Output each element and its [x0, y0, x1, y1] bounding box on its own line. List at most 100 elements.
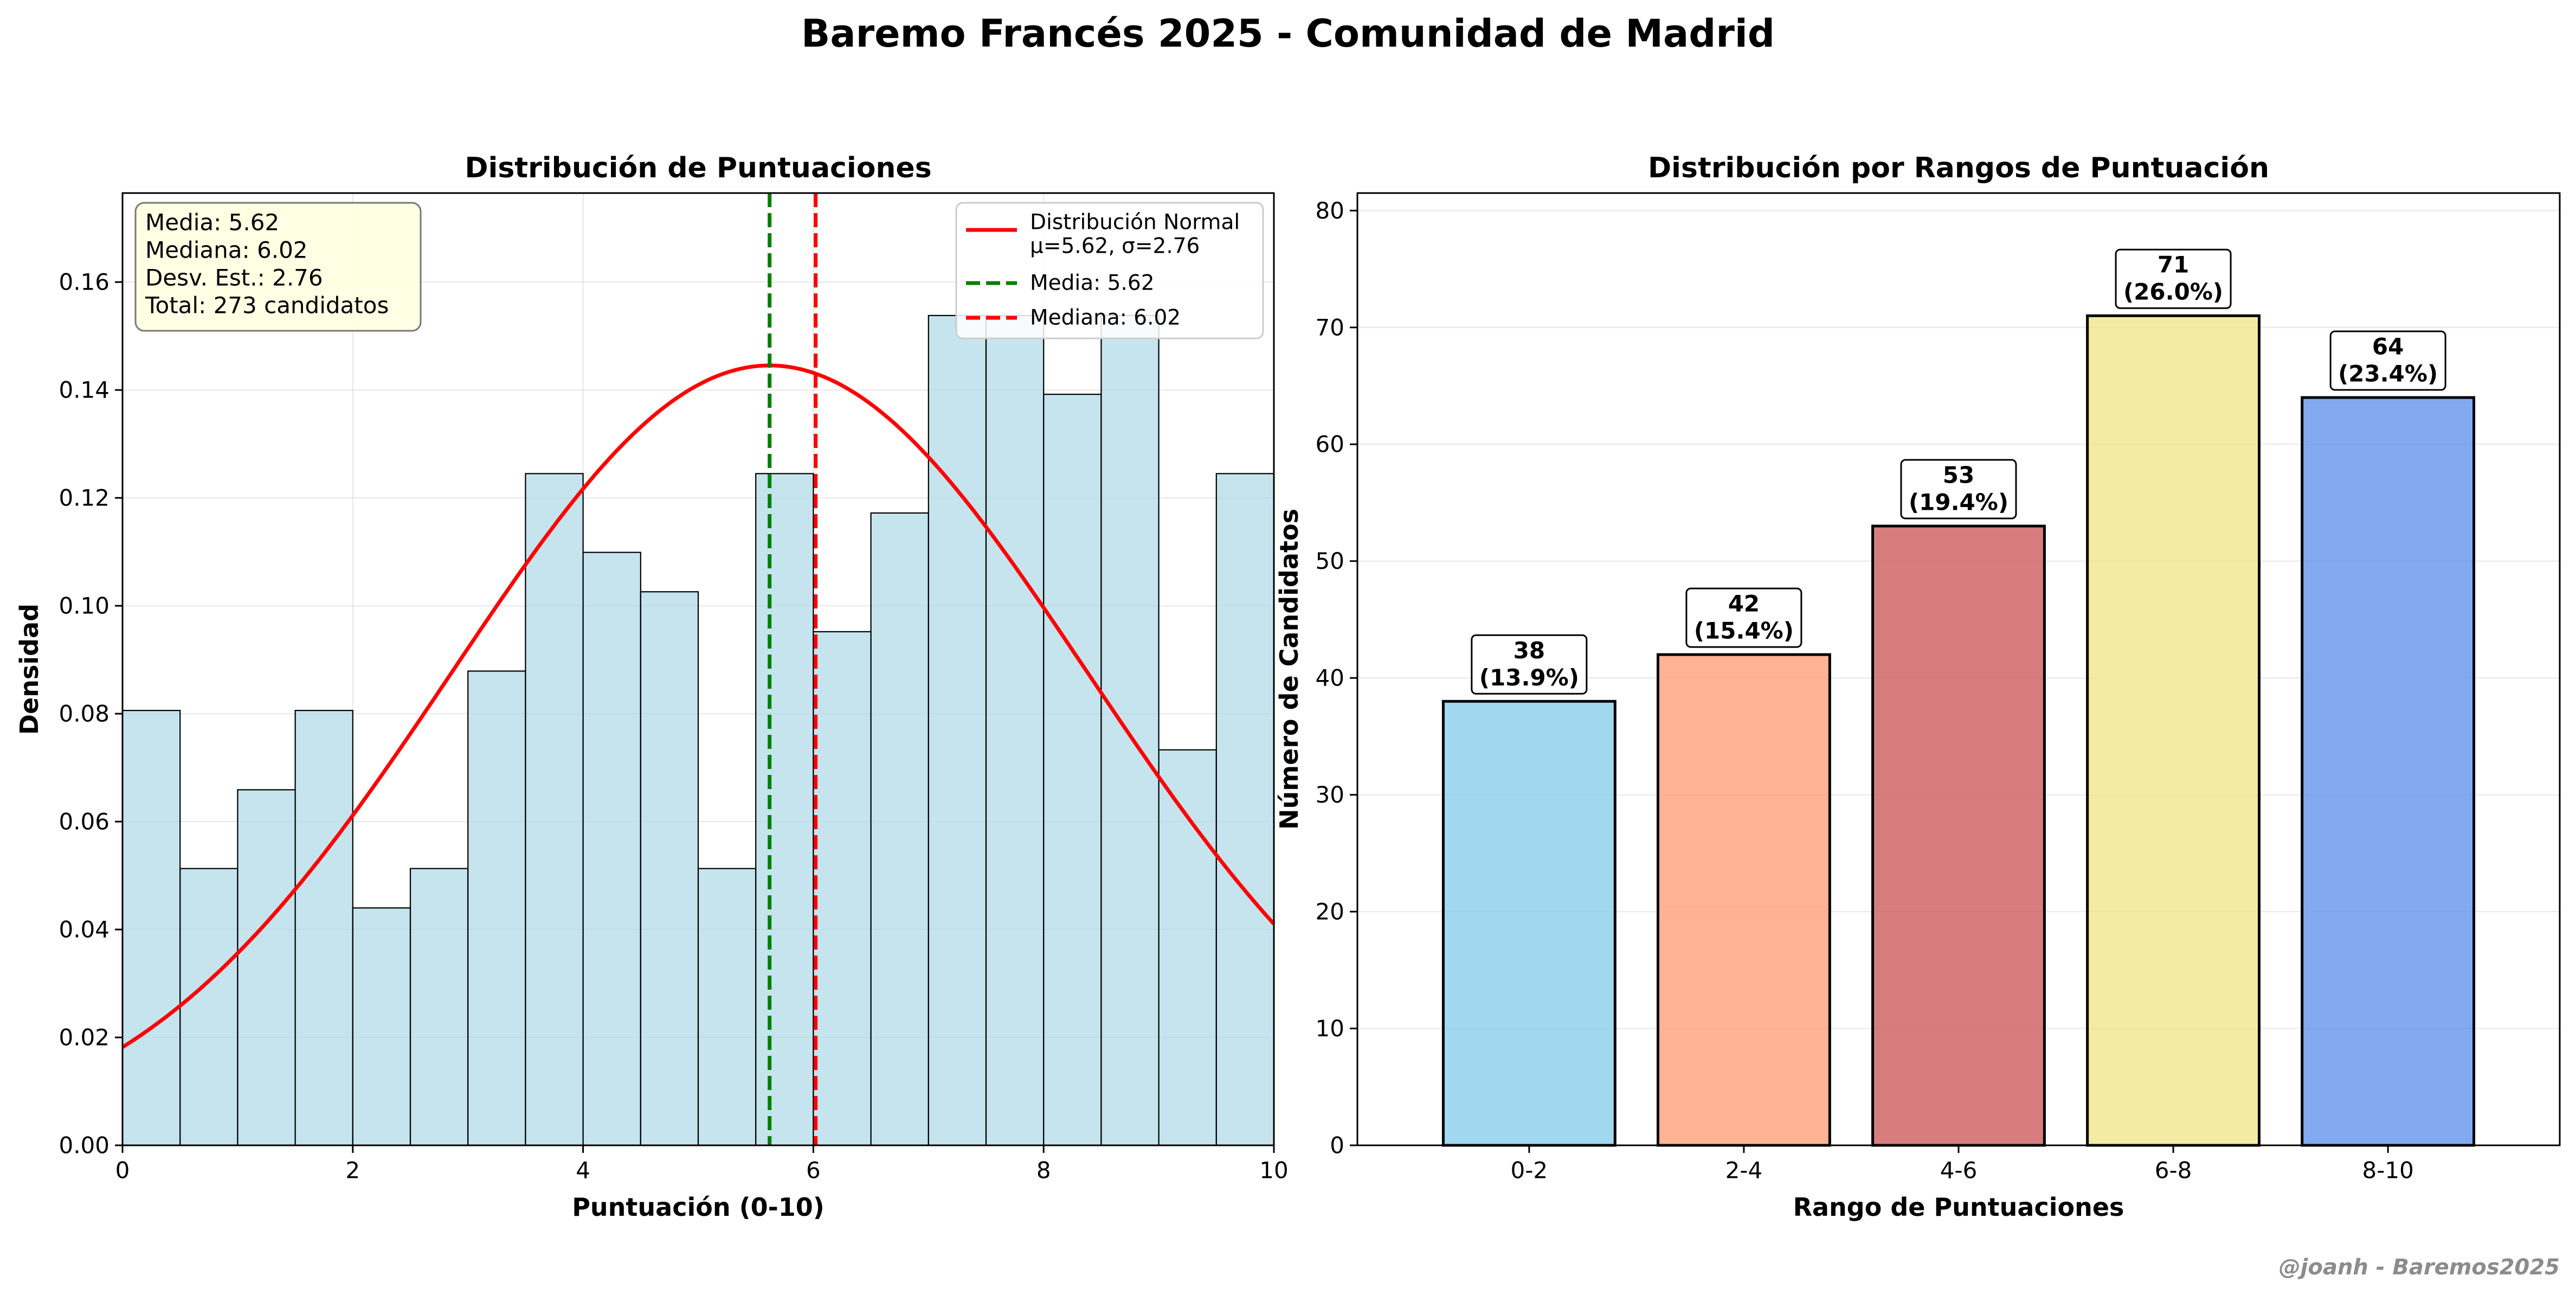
y-axis-label: Número de Candidatos [1274, 509, 1304, 830]
range-bar [2301, 396, 2476, 1147]
data-label-count: 53 [1943, 462, 1974, 489]
y-tick-label: 0 [1330, 1132, 1344, 1159]
x-tick-label: 0 [115, 1157, 130, 1184]
legend-label: Media: 5.62 [1030, 271, 1155, 296]
legend-frame [955, 202, 1264, 339]
y-tick-label: 0.04 [59, 916, 110, 943]
y-tick-label: 40 [1316, 665, 1344, 691]
data-label: 42(15.4%) [1685, 587, 1802, 648]
histogram-bar [409, 868, 469, 1146]
histogram-bar [1043, 393, 1102, 1146]
x-tick-label: 4-6 [1940, 1157, 1978, 1184]
data-label-box [2329, 330, 2446, 391]
histogram-bar [121, 710, 181, 1146]
stats-box-background [134, 202, 422, 332]
stats-line: Mediana: 6.02 [145, 237, 308, 264]
histogram-bar [294, 710, 353, 1146]
range-bars [1441, 314, 2476, 1147]
plot-frame [121, 192, 1275, 1146]
x-tick-label: 0-2 [1511, 1157, 1548, 1184]
data-labels: 38(13.9%)42(15.4%)53(19.4%)71(26.0%)64(2… [1471, 248, 2446, 695]
y-tick-label: 70 [1316, 314, 1344, 341]
histogram-panel: 0 2 4 6 8 100.000.020.040.060.080.100.120.140… [15, 152, 1289, 1222]
y-tick-label: 0.08 [59, 701, 110, 727]
y-tick-label: 0.06 [59, 809, 110, 835]
histogram-bar [525, 473, 584, 1146]
data-label-percent: (26.0%) [2123, 279, 2223, 305]
data-label-count: 64 [2372, 334, 2404, 360]
range-bar-panel: 38(13.9%)42(15.4%)53(19.4%)71(26.0%)64(2… [1274, 152, 2561, 1222]
data-label: 53(19.4%) [1900, 459, 2017, 520]
histogram-bar [352, 907, 411, 1146]
histogram-bar [237, 789, 296, 1146]
data-label-percent: (13.9%) [1479, 664, 1579, 691]
normal-distribution-curve [121, 363, 1276, 1049]
histogram-bars [121, 315, 1275, 1146]
y-tick-label: 10 [1316, 1015, 1344, 1042]
data-label-box [1471, 634, 1588, 695]
histogram-bar [582, 552, 641, 1146]
data-label-percent: (19.4%) [1909, 489, 2008, 516]
y-tick-label: 0.10 [59, 593, 110, 619]
range-bar [1871, 524, 2046, 1147]
x-tick-label: 8-10 [2362, 1157, 2413, 1184]
histogram-title: Distribución de Puntuaciones [465, 152, 931, 184]
legend-label: Mediana: 6.02 [1030, 306, 1181, 330]
histogram-bar [1100, 315, 1160, 1146]
y-ticks: 0.00 0.02 0.04 0.06 0.08 0.10 0.12 0.14 0.16 [59, 269, 123, 1159]
stats-line: Desv. Est.: 2.76 [145, 265, 323, 291]
histogram-bar [870, 512, 929, 1146]
x-ticks: 0-2 2-4 4-6 6-8 8-10 [1511, 1145, 2414, 1184]
histogram-bar [467, 670, 526, 1146]
x-tick-label: 4 [576, 1157, 590, 1184]
data-label-box [1900, 459, 2017, 520]
y-tick-label: 80 [1316, 197, 1344, 224]
data-label-percent: (15.4%) [1694, 618, 1794, 644]
data-label: 71(26.0%) [2115, 248, 2232, 309]
histogram-bar [1215, 473, 1275, 1146]
y-ticks: 0 10 20 30 40 50 60 70 80 [1316, 197, 1357, 1159]
data-label-count: 38 [1514, 637, 1545, 664]
y-tick-label: 0.00 [59, 1132, 110, 1159]
y-tick-label: 30 [1316, 781, 1344, 808]
histogram-bar [985, 315, 1045, 1146]
data-label-count: 42 [1728, 591, 1760, 617]
y-tick-label: 0.14 [59, 377, 110, 403]
data-label-percent: (23.4%) [2338, 361, 2438, 387]
data-label-box [1685, 587, 1802, 648]
x-tick-label: 8 [1036, 1157, 1051, 1184]
data-label-count: 71 [2158, 252, 2189, 278]
stats-line: Media: 5.62 [145, 209, 279, 236]
histogram-bar [1158, 749, 1217, 1146]
range-chart-title: Distribución por Rangos de Puntuación [1648, 152, 2269, 184]
y-axis-label: Densidad [15, 604, 44, 735]
histogram-bar [179, 868, 239, 1146]
data-label: 64(23.4%) [2329, 330, 2446, 391]
histogram-bar [928, 315, 987, 1146]
x-axis-label: Puntuación (0-10) [572, 1193, 825, 1222]
x-ticks: 0 2 4 6 8 10 [115, 1145, 1289, 1184]
y-tick-label: 50 [1316, 548, 1344, 574]
y-tick-label: 20 [1316, 899, 1344, 925]
histogram-bar [697, 868, 757, 1146]
legend-label: Distribución Normal [1030, 210, 1240, 235]
histogram-bar [640, 591, 699, 1146]
x-tick-label: 6-8 [2155, 1157, 2192, 1184]
y-tick-label: 60 [1316, 431, 1344, 458]
x-tick-label: 2 [345, 1157, 360, 1184]
x-axis-label: Rango de Puntuaciones [1793, 1193, 2124, 1222]
x-tick-label: 6 [806, 1157, 821, 1184]
histogram-bar [755, 473, 814, 1146]
x-tick-label: 2-4 [1725, 1157, 1763, 1184]
stats-line: Total: 273 candidatos [145, 292, 389, 319]
legend-label: μ=5.62, σ=2.76 [1030, 234, 1200, 259]
data-label-box [2115, 248, 2232, 309]
histogram-bar [813, 631, 872, 1146]
x-tick-label: 10 [1259, 1157, 1288, 1184]
y-tick-label: 0.12 [59, 485, 110, 511]
data-label: 38(13.9%) [1471, 634, 1588, 695]
range-bar [1441, 700, 1617, 1147]
